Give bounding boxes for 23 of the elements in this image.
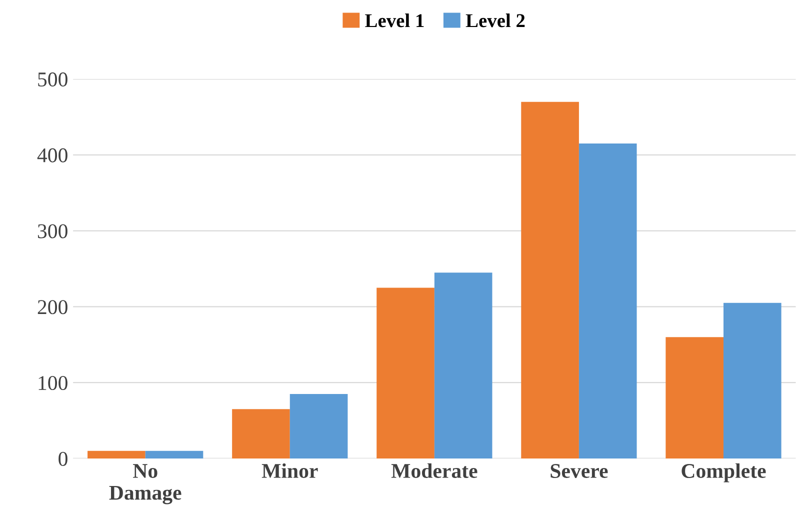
- legend-label: Level 2: [466, 14, 525, 28]
- y-tick-label: 100: [38, 376, 68, 390]
- bar: [145, 450, 204, 458]
- bar: [434, 272, 492, 458]
- legend-label: Level 1: [365, 14, 424, 28]
- bar: [376, 288, 434, 458]
- x-tick-label: No Damage: [109, 464, 182, 504]
- bar: [290, 394, 348, 458]
- bar: [521, 102, 579, 458]
- bar: [88, 450, 146, 458]
- y-tick-label: 400: [37, 148, 68, 162]
- y-tick-label: 200: [38, 300, 68, 314]
- y-tick-label: 300: [38, 224, 68, 238]
- x-tick-label: Severe: [550, 464, 608, 478]
- x-tick-label: Moderate: [391, 463, 478, 478]
- x-tick-label: Minor: [262, 463, 318, 478]
- bar: [723, 302, 782, 458]
- y-tick-label: 0: [58, 452, 68, 466]
- x-tick-label: Complete: [682, 463, 766, 482]
- y-tick-label: 500: [38, 72, 68, 86]
- bar: [578, 144, 637, 458]
- bar: [666, 337, 724, 458]
- bar: [232, 409, 290, 458]
